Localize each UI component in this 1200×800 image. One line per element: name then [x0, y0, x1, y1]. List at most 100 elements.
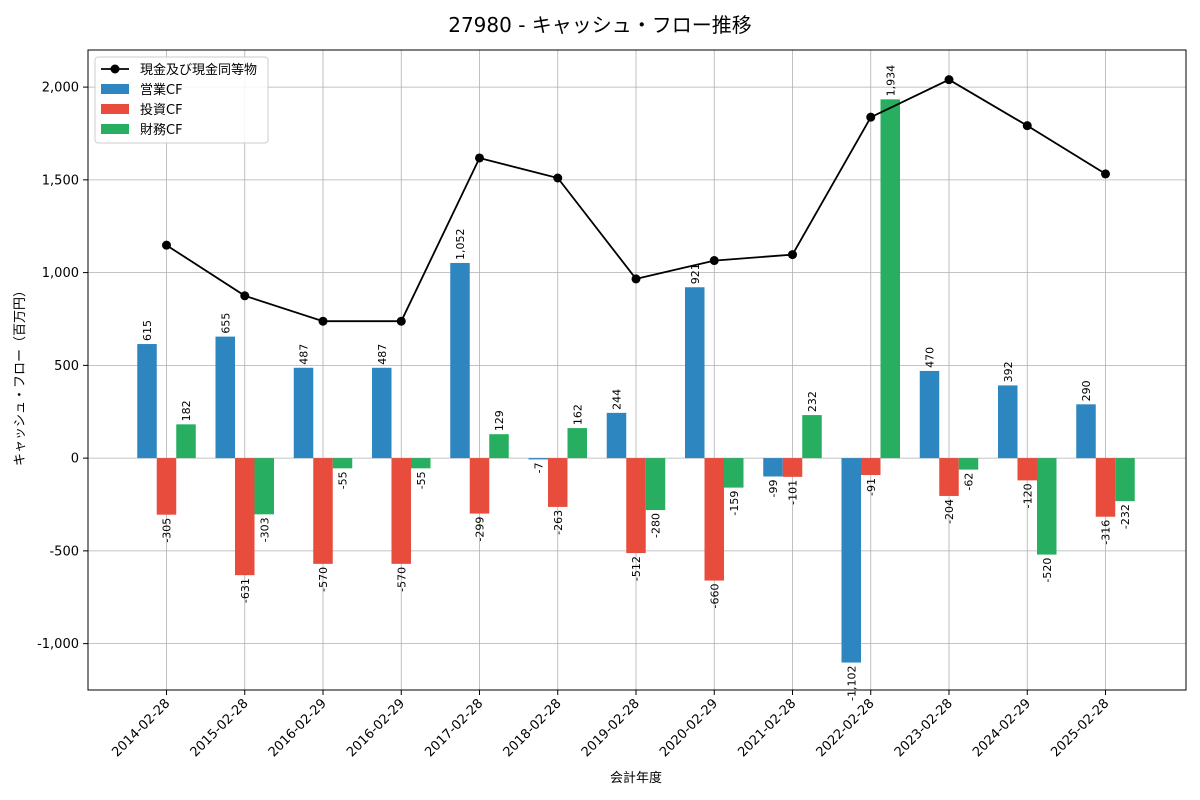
bar-value-label: 182: [180, 400, 193, 421]
cash-point: [709, 256, 719, 266]
bar: [137, 344, 157, 459]
bar: [450, 262, 470, 459]
x-tick-label: 2016-02-29: [344, 696, 408, 760]
bar-value-label: -520: [1041, 558, 1054, 583]
cash-point: [318, 316, 328, 326]
cash-point: [944, 75, 954, 85]
bar: [156, 458, 177, 515]
bar: [254, 458, 274, 515]
bar-value-label: 392: [1002, 361, 1015, 382]
x-tick-label: 2022-02-28: [814, 696, 878, 760]
bar-value-label: 487: [376, 344, 389, 365]
legend-label: 現金及び現金同等物: [140, 62, 257, 78]
bar-value-label: 615: [141, 320, 154, 341]
x-tick-label: 2019-02-28: [579, 696, 643, 760]
cash-point: [1101, 169, 1110, 179]
bar: [685, 287, 705, 459]
y-tick-label: 1,500: [42, 173, 79, 188]
bar: [235, 458, 255, 576]
bar-value-label: 487: [298, 344, 311, 365]
bar-value-label: 244: [611, 389, 624, 410]
bar-value-label: -570: [395, 567, 408, 592]
x-tick-label: 2020-02-29: [657, 696, 721, 760]
bar: [724, 458, 744, 488]
bar: [528, 458, 548, 460]
bar: [411, 458, 431, 469]
bar-value-label: -101: [787, 480, 800, 505]
legend-label: 財務CF: [140, 123, 183, 138]
bar: [998, 385, 1018, 459]
bar-value-label: -303: [258, 517, 271, 542]
bar: [372, 367, 392, 459]
x-tick-label: 2025-02-28: [1048, 696, 1112, 760]
bar-value-label: -159: [728, 491, 741, 516]
x-tick-label: 2015-02-28: [188, 696, 252, 760]
cash-point: [162, 240, 171, 250]
bar-value-label: 162: [571, 404, 584, 425]
cash-point: [240, 291, 250, 301]
bar-value-label: 655: [219, 313, 232, 334]
bar-value-label: -631: [239, 578, 252, 603]
legend-label: 営業CF: [140, 82, 183, 98]
bar: [313, 458, 333, 564]
bar-value-label: -55: [415, 471, 428, 489]
bar-value-label: -120: [1021, 483, 1034, 508]
bar: [606, 412, 627, 459]
bar-value-label: -299: [474, 517, 487, 542]
bar-value-label: -62: [963, 473, 976, 491]
bar: [391, 458, 411, 564]
bar-labels: 615 655 487 487 1,052 -7 244 921 -99 -1,102 470 392…: [141, 65, 1132, 701]
bars: [137, 99, 1135, 663]
bar: [1037, 458, 1057, 555]
bar-value-label: -99: [767, 479, 780, 497]
bar-value-label: -280: [650, 513, 663, 538]
bar-value-label: -263: [552, 510, 565, 535]
bar-value-label: -1,102: [845, 666, 858, 701]
cash-point: [396, 316, 406, 326]
bar-value-label: -316: [1100, 520, 1113, 545]
bar-value-label: -512: [630, 556, 643, 581]
bar-value-label: 232: [806, 391, 819, 412]
bar: [293, 367, 314, 459]
cash-point: [553, 173, 563, 183]
y-tick-label: 1,000: [42, 266, 79, 281]
bar: [1076, 404, 1096, 459]
bar: [548, 458, 568, 507]
bar: [919, 370, 940, 459]
x-axis-label: 会計年度: [610, 770, 662, 786]
bar-value-label: -570: [317, 567, 330, 592]
legend-label: 投資CF: [140, 102, 183, 118]
cash-point: [866, 112, 876, 122]
x-tick-label: 2017-02-28: [422, 696, 486, 760]
bar: [1017, 458, 1037, 481]
bar: [782, 458, 803, 477]
bar: [841, 458, 861, 663]
bar: [802, 415, 822, 459]
legend-marker-swatch: [110, 64, 120, 74]
bar: [469, 458, 490, 514]
bar-value-label: -7: [532, 462, 545, 473]
bar-value-label: 921: [689, 263, 702, 284]
bar-value-label: -232: [1119, 504, 1132, 529]
bar: [332, 458, 353, 469]
bar: [1115, 458, 1135, 502]
line-series: [162, 75, 1110, 326]
legend-box: [94, 56, 269, 144]
bar-value-label: 1,934: [884, 65, 897, 97]
x-tick-label: 2021-02-28: [735, 696, 799, 760]
bar: [645, 458, 666, 511]
bar: [704, 458, 724, 581]
legend-swatch: [101, 124, 129, 134]
bar: [626, 458, 646, 554]
bar-value-label: 290: [1080, 380, 1093, 401]
cash-point: [631, 274, 641, 284]
cash-point: [475, 153, 484, 163]
y-tick-label: -500: [49, 544, 79, 559]
x-tick-label: 2016-02-29: [266, 696, 330, 760]
bar: [880, 99, 900, 459]
y-axis: -1,000 -500 0 500 1,000 1,500 2,000: [37, 81, 88, 652]
x-tick-label: 2023-02-28: [892, 696, 956, 760]
x-tick-label: 2018-02-28: [501, 696, 565, 760]
bar-value-label: -55: [337, 471, 350, 489]
